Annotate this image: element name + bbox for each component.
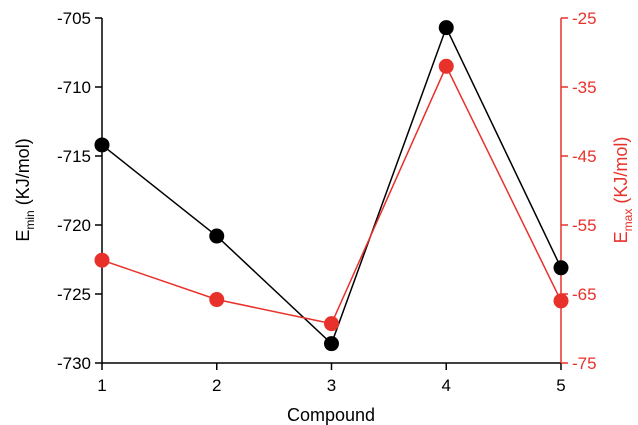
- x-tick-label: 2: [212, 376, 221, 395]
- y-right-tick-label: -25: [572, 9, 597, 28]
- y-right-tick-label: -35: [572, 78, 597, 97]
- series-1-point: [324, 336, 339, 352]
- y-left-title-main: E: [13, 230, 33, 242]
- y-left-tick-label: -705: [57, 9, 91, 28]
- series-2-line: [101, 64, 562, 325]
- series-1: [94, 20, 569, 352]
- y-left-tick-label: -725: [57, 285, 91, 304]
- series-layer: [94, 20, 569, 352]
- y-right-title-sub: max: [621, 209, 635, 232]
- y-right-ticks: -75 -65 -55 -45 -35 -25: [561, 9, 597, 373]
- y-right-tick-label: -55: [572, 216, 597, 235]
- series-2-point: [324, 316, 339, 332]
- series-2-point: [209, 292, 225, 308]
- series-1-point: [94, 137, 110, 153]
- y-left-tick-label: -710: [57, 78, 91, 97]
- axes: [101, 18, 562, 364]
- y-left-tick-label: -715: [57, 147, 91, 166]
- series-2-point: [94, 252, 110, 268]
- x-tick-label: 4: [442, 376, 451, 395]
- x-tick-label: 5: [556, 376, 565, 395]
- y-right-title-unit: (KJ/mol): [611, 137, 631, 209]
- y-left-tick-label: -730: [57, 354, 91, 373]
- y-right-axis-title: Emax (KJ/mol): [611, 137, 635, 244]
- y-right-tick-label: -65: [572, 285, 597, 304]
- y-right-title-main: E: [611, 231, 631, 243]
- x-tick-label: 3: [327, 376, 336, 395]
- x-tick-label: 1: [97, 376, 106, 395]
- y-left-axis-title: Emin (KJ/mol): [13, 138, 37, 241]
- x-axis-title: Compound: [287, 405, 375, 425]
- series-2-point: [553, 293, 569, 309]
- series-2-point: [438, 58, 454, 74]
- series-1-point: [553, 260, 569, 276]
- series-1-line: [101, 25, 562, 346]
- y-left-title-unit: (KJ/mol): [13, 138, 33, 210]
- y-right-tick-label: -75: [572, 354, 597, 373]
- y-left-tick-label: -720: [57, 216, 91, 235]
- y-right-tick-label: -45: [572, 147, 597, 166]
- y-left-ticks: -730 -725 -720 -715 -710 -705: [57, 9, 102, 373]
- series-2: [94, 58, 569, 332]
- series-1-point: [209, 228, 225, 244]
- x-ticks: 1 2 3 4 5: [97, 363, 566, 395]
- y-left-title-sub: min: [23, 210, 37, 229]
- series-1-point: [438, 20, 454, 36]
